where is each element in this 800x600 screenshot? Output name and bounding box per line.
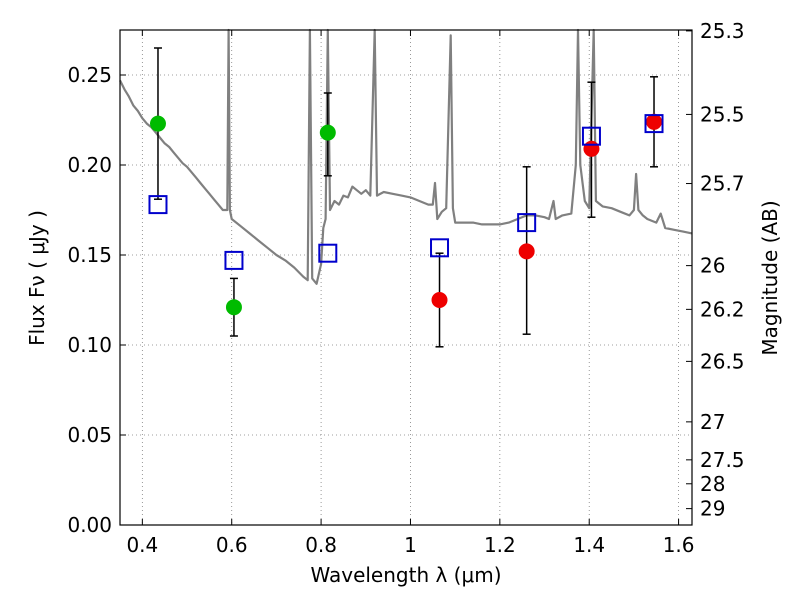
x-tick-label: 1.4	[573, 533, 605, 557]
axis-ticks	[120, 30, 692, 526]
model-square	[581, 126, 601, 146]
x-tick-label: 0.8	[305, 533, 337, 557]
y-tick-labels: 0.00 0.05 0.10 0.15 0.20 0.25	[67, 63, 112, 537]
right-tick-label: 25.3	[700, 19, 745, 43]
model-square	[318, 243, 338, 263]
data-point	[225, 299, 242, 316]
x-tick-label: 1.6	[663, 533, 695, 557]
x-tick-label: 1.2	[484, 533, 516, 557]
y-tick-label: 0.25	[67, 63, 112, 87]
right-tick-label: 26.5	[700, 349, 745, 373]
model-square	[224, 250, 244, 270]
y-tick-label: 0.20	[67, 153, 112, 177]
y-tick-label: 0.05	[67, 423, 112, 447]
data-point	[646, 113, 663, 130]
right-tick-label: 26.2	[700, 297, 745, 321]
data-point	[518, 243, 535, 260]
markers	[148, 113, 664, 316]
grid	[120, 30, 692, 526]
model-square	[644, 114, 664, 134]
data-point	[583, 140, 600, 157]
x-tick-label: 0.6	[216, 533, 248, 557]
model-square	[430, 238, 450, 258]
data-point	[319, 124, 336, 141]
data-point	[431, 292, 448, 308]
right-axis-label: Magnitude (AB)	[758, 200, 782, 355]
x-axis-label: Wavelength λ (μm)	[310, 563, 501, 587]
right-tick-label: 25.5	[700, 102, 745, 126]
y-tick-label: 0.10	[67, 333, 112, 357]
x-tick-labels: 0.4 0.6 0.8 1 1.2 1.4 1.6	[126, 533, 694, 557]
data-point	[149, 115, 166, 132]
right-tick-label: 29	[700, 497, 725, 521]
plot-frame	[119, 29, 693, 526]
y-axis-label: Flux Fν ( μJy )	[25, 210, 49, 346]
y-tick-label: 0.00	[67, 513, 112, 537]
right-tick-label: 26	[700, 254, 725, 278]
right-tick-label: 28	[700, 472, 725, 496]
x-tick-label: 0.4	[126, 533, 158, 557]
model-spectrum-line	[119, 28, 693, 285]
model-square	[517, 213, 537, 233]
right-tick-label: 27.5	[700, 448, 745, 472]
model-spectrum	[119, 28, 693, 285]
y-tick-label: 0.15	[67, 243, 112, 267]
right-tick-label: 25.7	[700, 172, 745, 196]
right-tick-label: 27	[700, 410, 725, 434]
x-tick-label: 1	[404, 533, 417, 557]
model-square	[148, 195, 168, 215]
